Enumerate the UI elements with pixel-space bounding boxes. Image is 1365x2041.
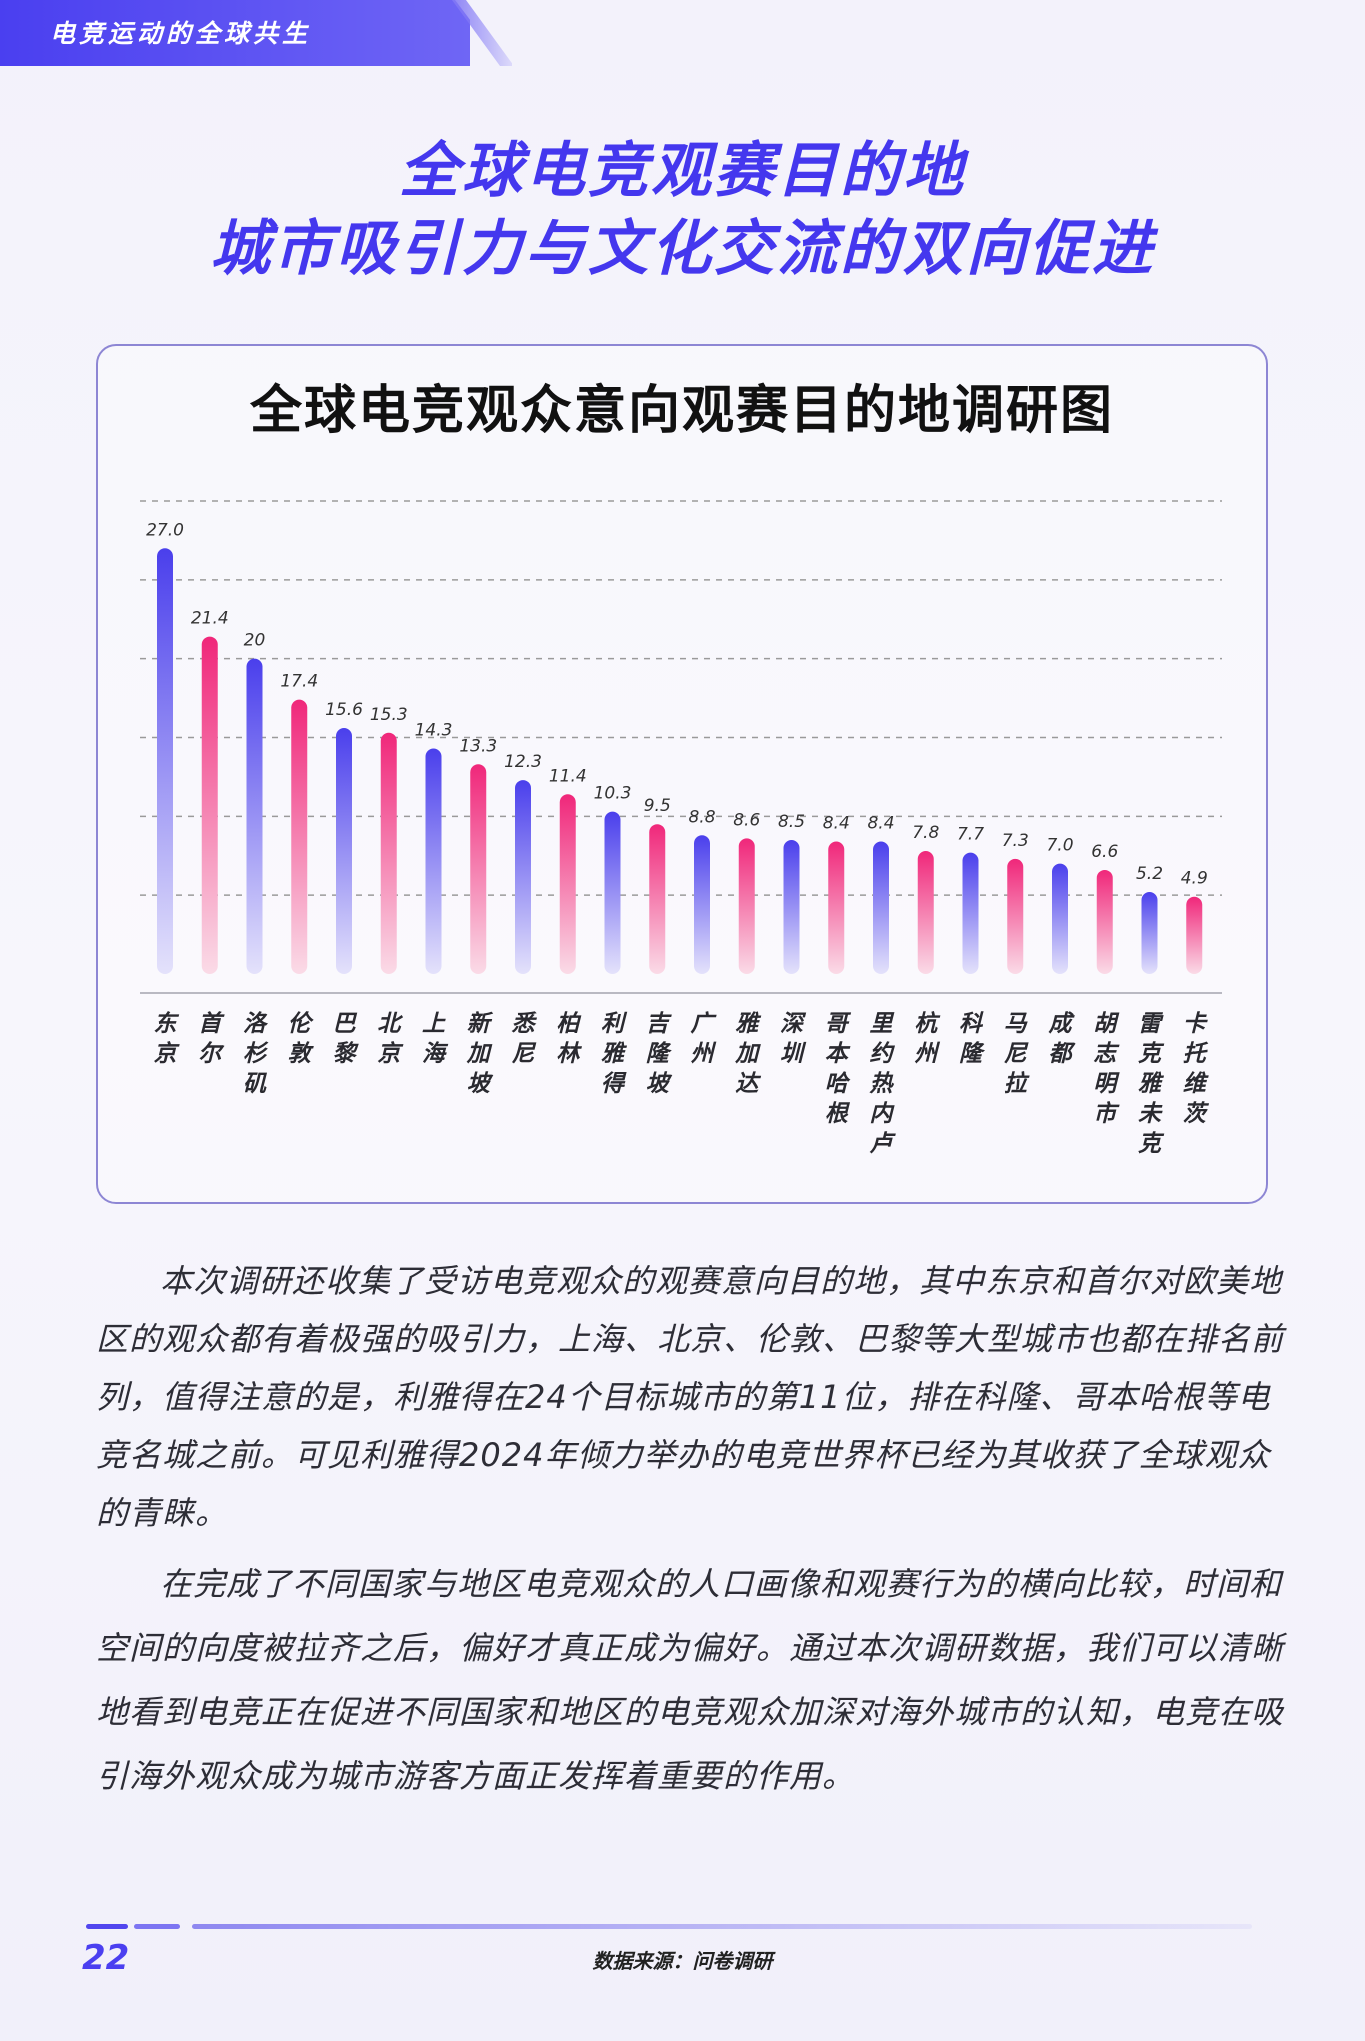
section-banner — [0, 0, 470, 66]
bar-8 — [470, 764, 487, 974]
bar-3 — [246, 658, 263, 974]
bar-5 — [336, 728, 352, 974]
category-label-22: 胡志明市 — [1093, 1011, 1120, 1127]
bar-1 — [157, 548, 173, 974]
bar-20 — [1007, 858, 1024, 974]
category-label-21: 成都 — [1048, 1011, 1077, 1067]
value-label-15: 8.5 — [778, 812, 805, 832]
bar-chart: 27.0 21.4 20 17.4 15.6 15.3 14.3 13.3 12.3 11.4 10… — [140, 500, 1222, 1157]
value-label-3: 20 — [244, 631, 266, 651]
category-label-14: 雅加达 — [734, 1011, 762, 1097]
page-title-line1: 全球电竞观赛目的地 — [399, 136, 966, 206]
category-label-7: 上海 — [422, 1011, 449, 1067]
value-label-23: 5.2 — [1136, 864, 1163, 884]
category-label-15: 深圳 — [780, 1011, 807, 1067]
category-label-4: 伦敦 — [288, 1011, 315, 1067]
category-label-12: 吉隆坡 — [646, 1011, 673, 1097]
value-label-9: 12.3 — [504, 752, 542, 772]
category-label-1: 东京 — [154, 1011, 181, 1067]
category-label-11: 利雅得 — [601, 1011, 628, 1097]
category-label-2: 首尔 — [198, 1011, 225, 1067]
value-label-20: 7.3 — [1002, 831, 1029, 851]
value-label-2: 21.4 — [191, 609, 229, 629]
bar-9 — [515, 780, 531, 974]
category-label-23: 雷克雅未克 — [1138, 1011, 1165, 1157]
bar-24 — [1186, 896, 1203, 974]
category-label-6: 北京 — [377, 1011, 404, 1067]
data-source: 数据来源：问卷调研 — [592, 1949, 773, 1973]
bar-6 — [380, 732, 397, 974]
value-label-17: 8.4 — [867, 814, 894, 834]
value-label-24: 4.9 — [1181, 869, 1208, 889]
category-label-24: 卡托维茨 — [1183, 1011, 1210, 1127]
value-label-22: 6.6 — [1091, 842, 1118, 862]
body-paragraph-1: 本次调研还收集了受访电竞观众的观赛意向目的地，其中东京和首尔对欧美地区的观众都有… — [96, 1262, 1285, 1532]
category-label-9: 悉尼 — [512, 1011, 538, 1067]
bar-22 — [1096, 869, 1113, 974]
value-label-4: 17.4 — [280, 672, 318, 692]
bar-16 — [828, 841, 845, 974]
category-label-18: 杭州 — [914, 1010, 941, 1067]
category-label-3: 洛杉矶 — [243, 1011, 269, 1097]
bar-12 — [649, 824, 666, 974]
page-number: 22 — [82, 1938, 130, 1978]
category-label-5: 巴黎 — [333, 1011, 360, 1067]
bar-18 — [917, 851, 934, 974]
category-label-13: 广州 — [691, 1011, 718, 1067]
bar-14 — [738, 838, 755, 974]
value-label-5: 15.6 — [325, 700, 363, 720]
value-label-12: 9.5 — [644, 796, 671, 816]
chart-title: 全球电竞观众意向观赛目的地调研图 — [249, 381, 1114, 441]
value-label-7: 14.3 — [415, 721, 453, 741]
bar-21 — [1052, 863, 1068, 974]
value-label-10: 11.4 — [549, 766, 587, 786]
bar-11 — [604, 811, 621, 974]
body-paragraph-2: 在完成了不同国家与地区电竞观众的人口画像和观赛行为的横向比较，时间和空间的向度被… — [96, 1565, 1285, 1795]
bar-15 — [783, 839, 800, 974]
value-label-19: 7.7 — [957, 825, 984, 845]
value-label-11: 10.3 — [594, 784, 632, 804]
value-label-14: 8.6 — [733, 810, 760, 830]
category-label-8: 新加坡 — [466, 1011, 494, 1097]
bar-7 — [425, 748, 442, 974]
bar-10 — [559, 794, 576, 974]
page-title-line2: 城市吸引力与文化交流的双向促进 — [210, 214, 1155, 284]
value-label-1: 27.0 — [146, 520, 184, 540]
category-label-20: 马尼拉 — [1004, 1011, 1030, 1097]
section-label: 电竞运动的全球共生 — [50, 19, 312, 48]
bar-17 — [873, 841, 889, 974]
bar-4 — [291, 699, 308, 974]
footer-rule-accent-1 — [86, 1924, 128, 1929]
value-label-16: 8.4 — [823, 814, 850, 834]
value-label-21: 7.0 — [1046, 836, 1073, 856]
bar-23 — [1141, 892, 1158, 974]
value-label-8: 13.3 — [459, 736, 497, 756]
value-label-18: 7.8 — [912, 823, 939, 843]
value-label-13: 8.8 — [688, 807, 715, 827]
bar-13 — [694, 835, 710, 974]
category-label-19: 科隆 — [959, 1011, 986, 1067]
footer-rule-accent-2 — [134, 1924, 180, 1929]
value-label-6: 15.3 — [370, 705, 408, 725]
bar-2 — [201, 636, 218, 974]
category-label-16: 哥本哈根 — [825, 1011, 852, 1127]
category-label-17: 里约热内卢 — [869, 1011, 897, 1157]
category-label-10: 柏林 — [556, 1011, 582, 1067]
footer-rule — [192, 1924, 1252, 1929]
bar-19 — [962, 852, 979, 974]
